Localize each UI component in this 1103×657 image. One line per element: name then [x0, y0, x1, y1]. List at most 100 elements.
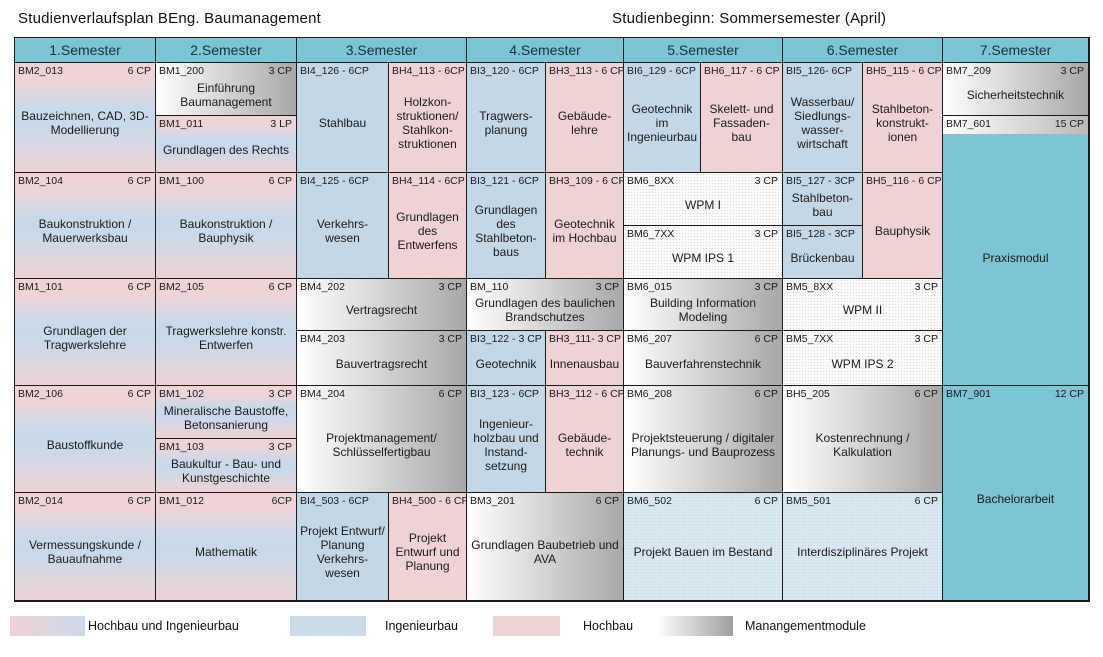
header-semester-4: 4.Semester — [467, 38, 624, 63]
module-credits: 6 CP — [127, 495, 151, 507]
module-credits: 6CP — [271, 495, 292, 507]
module-name: Baukonstruktion / Bauphysik — [179, 217, 273, 245]
module-name: Geotechnik — [475, 356, 537, 371]
module-code: BM5_501 — [786, 495, 831, 507]
module-code: BH4_114 - 6CP — [392, 175, 465, 187]
module-name: Gebäude-lehre — [557, 109, 612, 137]
module-credits: 3 CP — [914, 333, 938, 345]
module-code: BI3_122 - 3 CP — [470, 333, 542, 345]
module-code: BI4_503 - 6CP — [300, 495, 369, 507]
module-BM2_013: BM2_013 6 CP Bauzeichnen, CAD, 3D-Modellie… — [15, 63, 156, 173]
module-code: BM2_104 — [18, 175, 63, 187]
module-name: Bauverfahrenstechnik — [644, 356, 762, 371]
module-code: BM_110 — [470, 281, 509, 293]
header-semester-3: 3.Semester — [297, 38, 467, 63]
module-name: Praxismodul — [982, 250, 1049, 265]
module-BM5_501: BM5_501 6 CP Interdisziplinäres Projekt — [783, 493, 943, 601]
module-code: BM2_105 — [159, 281, 204, 293]
module-code: BM7_601 — [946, 118, 991, 130]
module-BM1_102: BM1_102 3 CP Mineralische Baustoffe, Beton… — [156, 386, 297, 439]
module-BI3_122: BI3_122 - 3 CP Geotechnik — [467, 331, 546, 386]
legend-swatch-hochbau — [493, 616, 560, 636]
module-credits: 3 CP — [754, 281, 778, 293]
module-BH3_109: BH3_109 - 6 CP Geotechnik im Hochbau — [546, 173, 624, 279]
module-code: BH3_113 - 6 CP — [549, 65, 624, 77]
legend: Hochbau und Ingenieurbau Ingenieurbau Ho… — [0, 616, 1103, 638]
module-BM2_014: BM2_014 6 CP Vermessungskunde / Bauaufnahm… — [15, 493, 156, 601]
module-code: BM5_8XX — [786, 281, 834, 293]
module-credits: 3 CP — [1060, 65, 1084, 77]
module-name: Projektmanagement/ Schlüsselfertigbau — [326, 430, 437, 459]
module-name: Grundlagen Baubetrieb und AVA — [471, 538, 619, 566]
module-BM_110: BM_110 3 CP Grundlagen des baulichen Brand… — [467, 279, 624, 331]
module-credits: 6 CP — [127, 388, 151, 400]
module-name: Gebäude-technik — [557, 430, 612, 459]
module-code: BM1_100 — [159, 175, 204, 187]
module-BM6_502: BM6_502 6 CP Projekt Bauen im Bestand — [624, 493, 783, 601]
module-name: Projektsteuerung / digitaler Planungs- u… — [630, 430, 776, 459]
module-code: BM6_8XX — [627, 175, 675, 187]
module-credits: 3 CP — [754, 175, 778, 187]
module-name: Innenausbau — [549, 356, 620, 371]
module-code: BH5_205 — [786, 388, 830, 400]
module-code: BM1_103 — [159, 441, 204, 453]
module-BM1_103: BM1_103 3 CP Baukultur - Bau- und Kunstges… — [156, 439, 297, 493]
legend-label: Hochbau — [583, 619, 634, 633]
module-name: Bauvertragsrecht — [335, 356, 428, 371]
module-name: Vertragsrecht — [345, 303, 418, 317]
module-name: Grundlagen der Tragwerkslehre — [43, 323, 127, 352]
module-name: Skelett- und Fassaden-bau — [709, 102, 774, 144]
module-name: Baustoffkunde — [46, 437, 124, 452]
module-code: BM1_011 — [159, 118, 204, 130]
legend-label: Ingenieurbau — [385, 619, 458, 633]
module-name: Projekt Entwurf und Planung — [395, 531, 460, 573]
module-BM6_8XX-wpm-1: BM6_8XX 3 CP WPM I — [624, 173, 783, 226]
module-name: Stahlbeton-konstrukt-ionen — [871, 102, 934, 144]
module-name: Stahlbeton-bau — [791, 190, 854, 219]
module-name: Geotechnik im Ingenieurbau — [626, 102, 698, 144]
module-BI5_128: BI5_128 - 3CP Brückenbau — [783, 226, 863, 279]
module-name: Baukonstruktion / Mauerwerksbau — [38, 217, 132, 245]
module-credits: 6 CP — [438, 388, 462, 400]
header-semester-6: 6.Semester — [783, 38, 943, 63]
module-code: BM1_101 — [18, 281, 63, 293]
legend-swatch-managementmodule — [658, 616, 733, 636]
module-credits: 3 LP — [270, 118, 292, 130]
module-name: WPM II — [842, 303, 883, 317]
module-BM7_209: BM7_209 3 CP Sicherheitstechnik — [943, 63, 1089, 116]
module-code: BH6_117 - 6 CP — [704, 65, 780, 77]
module-credits: 6 CP — [914, 388, 938, 400]
module-BH5_116: BH5_116 - 6 CP Bauphysik — [863, 173, 943, 279]
module-name: Sicherheitstechnik — [966, 87, 1065, 102]
module-code: BM1_012 — [159, 495, 204, 507]
module-credits: 6 CP — [914, 495, 938, 507]
module-BH5_115: BH5_115 - 6 CP Stahlbeton-konstrukt-ionen — [863, 63, 943, 173]
module-code: BH3_109 - 6 CP — [549, 175, 624, 187]
module-code: BI3_120 - 6CP — [470, 65, 539, 77]
module-credits: 3 CP — [914, 281, 938, 293]
module-code: BH3_111- 3 CP — [549, 333, 621, 345]
legend-label: Manangementmodule — [745, 619, 866, 633]
header-semester-2: 2.Semester — [156, 38, 297, 63]
module-name: Stahlbau — [318, 116, 367, 130]
module-code: BM4_203 — [300, 333, 345, 345]
module-name: WPM I — [685, 197, 721, 212]
page-title: Studienverlaufsplan BEng. Baumanagement — [18, 10, 321, 27]
module-code: BM2_014 — [18, 495, 63, 507]
module-BI4_503: BI4_503 - 6CP Projekt Entwurf/ Planung Ve… — [297, 493, 389, 601]
module-name: Projekt Bauen im Bestand — [633, 545, 773, 559]
module-code: BM5_7XX — [786, 333, 834, 345]
legend-label: Hochbau und Ingenieurbau — [88, 619, 239, 633]
module-name: Einführung Baumanagement — [180, 80, 272, 109]
module-BM6_207: BM6_207 6 CP Bauverfahrenstechnik — [624, 331, 783, 386]
module-BM6_7XX-wpm-ips-1: BM6_7XX 3 CP WPM IPS 1 — [624, 226, 783, 279]
module-BM5_8XX-wpm-2: BM5_8XX 3 CP WPM II — [783, 279, 943, 331]
module-credits: 3 CP — [754, 228, 778, 240]
module-code: BH4_500 - 6 CP — [392, 495, 467, 507]
module-code: BH5_116 - 6 CP — [866, 175, 942, 187]
module-code: BM7_901 — [946, 388, 991, 400]
module-code: BI4_126 - 6CP — [300, 65, 369, 77]
module-code: BI5_126- 6CP — [786, 65, 852, 77]
module-code: BM3_201 — [470, 495, 515, 507]
module-credits: 6 CP — [127, 65, 151, 77]
